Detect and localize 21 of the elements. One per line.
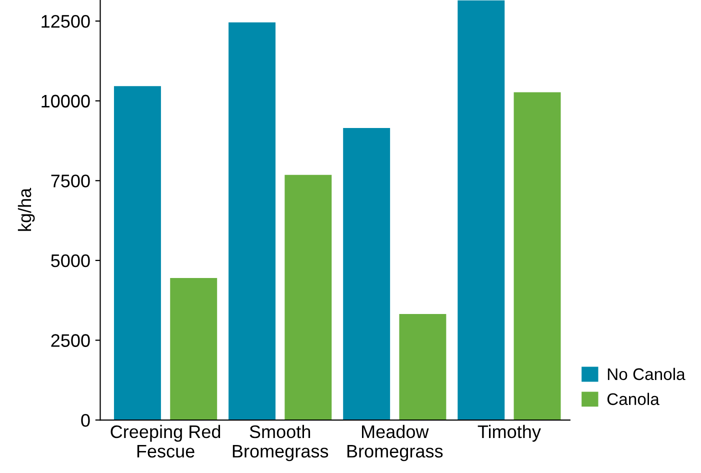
bar (343, 128, 390, 420)
bar (284, 174, 332, 420)
bar (514, 92, 561, 420)
bar (399, 314, 446, 420)
bar (170, 278, 218, 420)
legend-label: Canola (607, 392, 660, 406)
y-tick-label: 12500 (42, 15, 90, 28)
y-tick-label: 5000 (51, 254, 90, 268)
x-tick-label: Meadow Bromegrass (347, 424, 443, 462)
legend-label: No Canola (608, 368, 686, 380)
y-tick-label: 0 (81, 414, 90, 427)
y-tick-label: 2500 (51, 334, 90, 347)
x-tick-label: Smooth Bromegrass (232, 424, 328, 462)
bar (228, 22, 276, 420)
y-tick-label: 10000 (42, 94, 90, 108)
x-tick-label: Creeping Red Fescue (110, 424, 220, 458)
bar (114, 86, 161, 420)
y-tick-label: 7500 (51, 174, 90, 188)
bar (458, 0, 505, 420)
x-tick-label: Timothy (478, 424, 541, 442)
y-axis-title: kg/ha (18, 188, 35, 231)
